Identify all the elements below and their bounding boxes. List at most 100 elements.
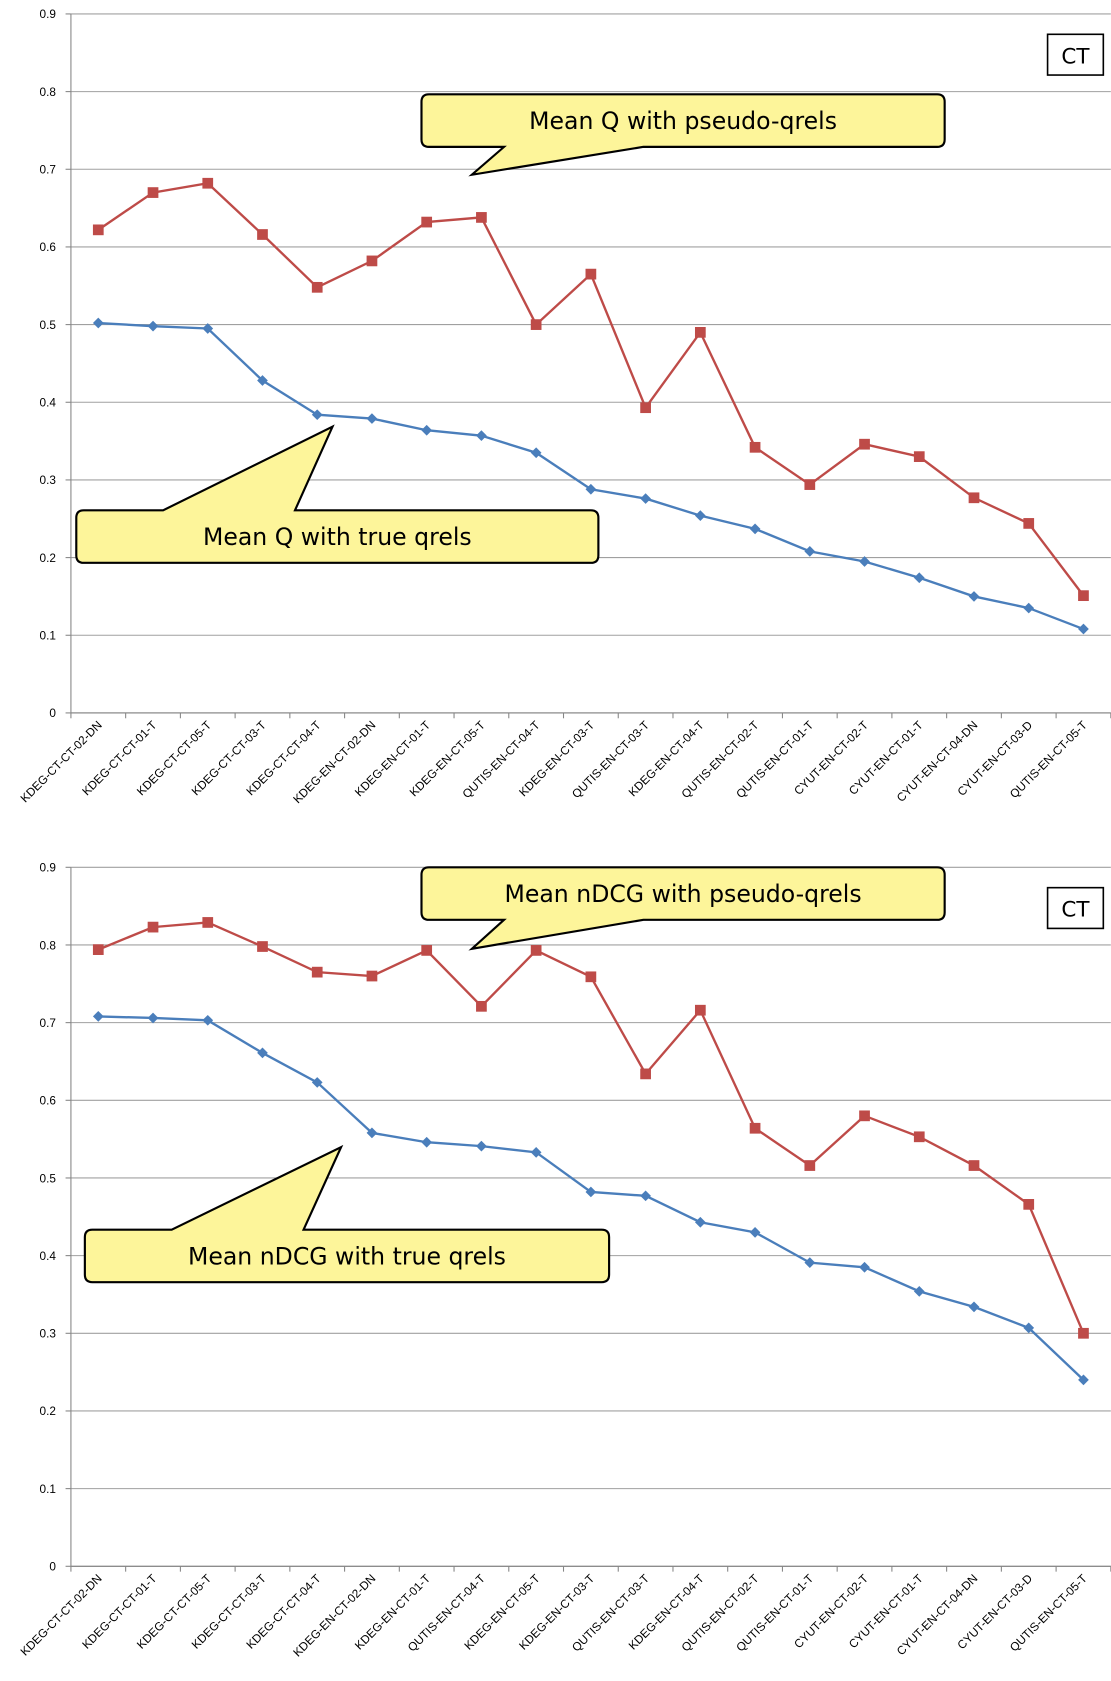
marker bbox=[1023, 602, 1035, 614]
y-tick-label: 0.7 bbox=[40, 1017, 56, 1030]
marker bbox=[968, 591, 980, 602]
marker bbox=[694, 1216, 706, 1228]
marker bbox=[366, 413, 378, 424]
y-tick-label: 0.9 bbox=[40, 862, 56, 875]
marker bbox=[585, 971, 597, 983]
marker bbox=[1078, 1374, 1089, 1386]
marker bbox=[804, 546, 816, 557]
y-tick-label: 0.2 bbox=[40, 552, 56, 565]
annotation-box bbox=[1046, 886, 1105, 930]
marker bbox=[476, 1000, 487, 1012]
marker bbox=[366, 970, 378, 982]
marker bbox=[968, 492, 980, 504]
marker bbox=[92, 224, 104, 236]
marker bbox=[749, 523, 761, 535]
marker bbox=[476, 212, 487, 223]
marker bbox=[749, 1122, 761, 1134]
marker bbox=[859, 1261, 870, 1273]
marker bbox=[694, 1004, 706, 1016]
y-tick-label: 0.8 bbox=[40, 86, 57, 99]
marker bbox=[92, 317, 104, 329]
marker bbox=[804, 1257, 816, 1268]
marker bbox=[1078, 590, 1089, 602]
annotation: CT bbox=[1061, 898, 1090, 923]
marker bbox=[257, 229, 268, 240]
y-tick-label: 0.5 bbox=[40, 1172, 57, 1185]
marker bbox=[640, 493, 651, 504]
annotation: CT bbox=[1061, 44, 1090, 69]
y-tick-label: 0.6 bbox=[40, 1095, 57, 1108]
marker bbox=[859, 438, 870, 450]
marker bbox=[366, 255, 378, 267]
marker bbox=[804, 479, 816, 490]
marker bbox=[311, 281, 323, 293]
marker bbox=[530, 1146, 542, 1158]
y-tick-label: 0.6 bbox=[40, 241, 57, 254]
marker bbox=[476, 1140, 487, 1152]
callout bbox=[83, 1144, 611, 1284]
y-tick-label: 0 bbox=[49, 707, 56, 720]
y-tick-label: 0.1 bbox=[40, 1483, 56, 1496]
y-tick-label: 0.7 bbox=[40, 164, 56, 177]
series-label: Mean Q with pseudo-qrels bbox=[529, 107, 837, 135]
marker bbox=[913, 451, 925, 462]
marker bbox=[694, 510, 706, 522]
marker bbox=[147, 1012, 159, 1024]
y-tick-label: 0.4 bbox=[40, 397, 57, 410]
marker bbox=[585, 268, 597, 280]
marker bbox=[530, 319, 542, 330]
y-tick-label: 0 bbox=[49, 1561, 56, 1574]
marker bbox=[640, 402, 651, 414]
y-tick-label: 0.1 bbox=[40, 630, 56, 643]
marker bbox=[913, 572, 925, 584]
chart: 00.10.20.30.40.50.60.70.80.9KDEG-CT-CT-0… bbox=[18, 8, 1111, 806]
marker bbox=[913, 1131, 925, 1143]
marker bbox=[421, 424, 433, 436]
series-label: Mean nDCG with pseudo-qrels bbox=[505, 880, 862, 908]
marker bbox=[202, 917, 214, 928]
series-label: Mean Q with true qrels bbox=[203, 523, 472, 551]
marker bbox=[202, 1014, 214, 1026]
y-tick-label: 0.3 bbox=[40, 474, 57, 487]
marker bbox=[859, 556, 870, 567]
y-tick-label: 0.9 bbox=[40, 8, 56, 21]
marker bbox=[202, 177, 214, 189]
marker bbox=[421, 1136, 433, 1148]
marker bbox=[530, 447, 542, 459]
marker bbox=[859, 1110, 870, 1122]
marker bbox=[257, 375, 268, 386]
marker bbox=[257, 1047, 268, 1059]
marker bbox=[476, 430, 487, 442]
marker bbox=[311, 409, 323, 421]
marker bbox=[968, 1301, 980, 1313]
marker bbox=[92, 1011, 104, 1022]
marker bbox=[92, 944, 104, 955]
marker bbox=[202, 323, 214, 334]
chart: 00.10.20.30.40.50.60.70.80.9KDEG-CT-CT-0… bbox=[18, 862, 1111, 1659]
marker bbox=[311, 966, 323, 978]
marker bbox=[585, 1186, 597, 1198]
marker bbox=[530, 945, 542, 956]
marker bbox=[147, 320, 159, 332]
marker bbox=[804, 1160, 816, 1171]
marker bbox=[1023, 1322, 1035, 1334]
marker bbox=[1078, 623, 1089, 635]
callout bbox=[420, 93, 946, 177]
callout bbox=[420, 866, 946, 951]
y-tick-label: 0.8 bbox=[40, 939, 57, 952]
marker bbox=[749, 441, 761, 453]
marker bbox=[311, 1077, 323, 1088]
marker bbox=[968, 1160, 980, 1171]
marker bbox=[1023, 1199, 1035, 1210]
y-tick-label: 0.4 bbox=[40, 1250, 57, 1263]
marker bbox=[147, 921, 159, 933]
callout bbox=[75, 424, 600, 564]
marker bbox=[913, 1285, 925, 1297]
marker bbox=[1078, 1327, 1089, 1339]
annotation-box bbox=[1046, 33, 1105, 76]
marker bbox=[640, 1190, 651, 1202]
series-label: Mean nDCG with true qrels bbox=[188, 1243, 506, 1271]
marker bbox=[421, 945, 433, 956]
marker bbox=[421, 216, 433, 228]
